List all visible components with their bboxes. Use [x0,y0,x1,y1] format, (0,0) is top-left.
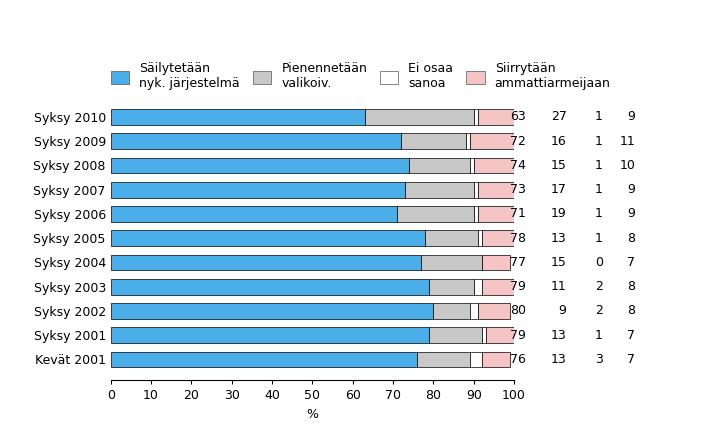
Text: 8: 8 [627,232,635,245]
Bar [111,279,429,295]
Bar [474,158,514,173]
Text: 8: 8 [627,280,635,293]
Text: 10: 10 [619,159,635,172]
Bar [470,133,514,149]
Bar [111,206,397,222]
Bar [111,303,433,319]
Text: 76: 76 [511,353,526,366]
Text: 17: 17 [550,183,566,196]
Text: 80: 80 [511,305,526,317]
Bar [482,230,514,246]
Bar [111,327,429,343]
Bar [474,109,478,125]
Text: 0: 0 [595,256,603,269]
Text: 1: 1 [595,183,603,196]
Bar [111,158,409,173]
Text: 16: 16 [550,135,566,148]
Bar [478,182,514,198]
Text: 7: 7 [627,256,635,269]
Text: 15: 15 [550,256,566,269]
Text: 79: 79 [511,329,526,342]
Bar [429,327,482,343]
Bar [470,158,474,173]
Text: 1: 1 [595,208,603,220]
Bar [429,279,474,295]
Text: 1: 1 [595,159,603,172]
Bar [482,254,510,271]
Text: 7: 7 [627,353,635,366]
Text: 9: 9 [627,183,635,196]
Bar [470,303,478,319]
Legend: Säilytetään
nyk. järjestelmä, Pienennetään
valikoiv., Ei osaa
sanoa, Siirrytään
: Säilytetään nyk. järjestelmä, Pienennetä… [111,62,610,90]
Text: 78: 78 [511,232,526,245]
Text: 3: 3 [595,353,603,366]
Text: 2: 2 [595,280,603,293]
Bar [478,206,514,222]
Bar [111,351,417,367]
Text: 9: 9 [558,305,566,317]
Text: 1: 1 [595,232,603,245]
Text: 7: 7 [627,329,635,342]
Bar [111,133,401,149]
Text: 13: 13 [550,329,566,342]
Text: 71: 71 [511,208,526,220]
Bar [478,230,482,246]
Bar [421,254,482,271]
Text: 19: 19 [550,208,566,220]
Text: 1: 1 [595,329,603,342]
Bar [474,182,478,198]
Text: 9: 9 [627,208,635,220]
Text: 13: 13 [550,232,566,245]
Bar [401,133,466,149]
Bar [482,279,514,295]
Bar [405,182,474,198]
Bar [478,109,514,125]
Text: 1: 1 [595,111,603,123]
Bar [111,182,405,198]
Text: 63: 63 [511,111,526,123]
Bar [397,206,474,222]
Bar [478,303,510,319]
Bar [433,303,470,319]
Text: 73: 73 [511,183,526,196]
Text: 15: 15 [550,159,566,172]
Bar [466,133,470,149]
Text: 72: 72 [511,135,526,148]
Text: 2: 2 [595,305,603,317]
Text: 8: 8 [627,305,635,317]
Bar [486,327,514,343]
Bar [426,230,478,246]
Bar [111,230,426,246]
Bar [470,351,482,367]
Bar [111,109,365,125]
Bar [365,109,473,125]
Bar [474,279,482,295]
Text: 74: 74 [511,159,526,172]
X-axis label: %: % [306,408,318,421]
Text: 13: 13 [550,353,566,366]
Text: 77: 77 [511,256,526,269]
Bar [482,327,486,343]
Text: 79: 79 [511,280,526,293]
Text: 9: 9 [627,111,635,123]
Text: 11: 11 [619,135,635,148]
Bar [111,254,421,271]
Text: 27: 27 [550,111,566,123]
Bar [482,351,510,367]
Bar [417,351,470,367]
Text: 1: 1 [595,135,603,148]
Bar [409,158,470,173]
Bar [474,206,478,222]
Text: 11: 11 [550,280,566,293]
